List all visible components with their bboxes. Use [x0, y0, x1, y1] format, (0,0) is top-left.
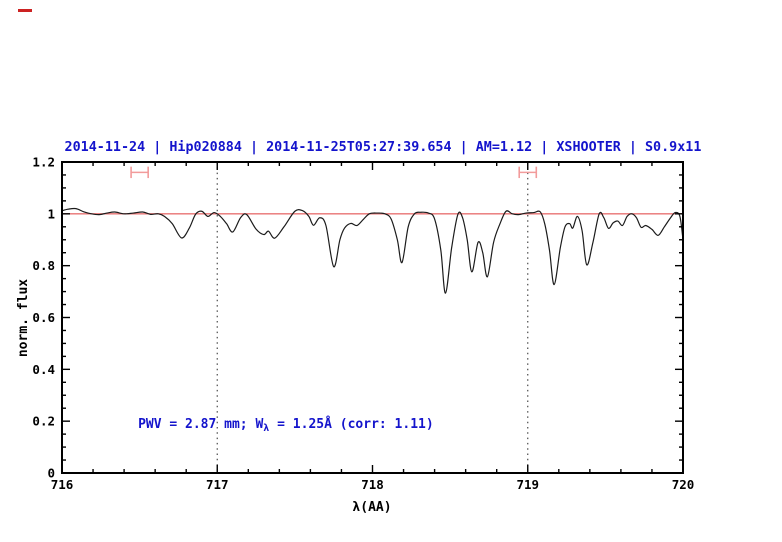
y-tick-label: 0.4 [32, 362, 55, 377]
x-axis-label: λ(AA) [352, 500, 391, 515]
x-tick-label: 716 [51, 477, 74, 492]
spectrum-line [62, 207, 683, 294]
x-tick-label: 717 [206, 477, 229, 492]
y-tick-label: 0 [47, 466, 55, 481]
plot-content: 716 717 718 719 720 0 0.2 0.4 0.6 0.8 1 1.2 PWV = 2.… [32, 155, 694, 493]
x-tick-label: 719 [516, 477, 539, 492]
corner-mark [18, 9, 32, 12]
pwv-annotation: PWV = 2.87 mm; Wλ = 1.25Å (corr: 1.11) [138, 416, 434, 434]
y-tick-label: 1.2 [32, 155, 55, 170]
plot-title: 2014-11-24 | Hip020884 | 2014-11-25T05:2… [65, 139, 702, 155]
y-tick-label: 0.8 [32, 258, 55, 273]
y-tick-label: 0.6 [32, 310, 55, 325]
y-tick-label: 0.2 [32, 414, 55, 429]
y-axis-label: norm. flux [16, 279, 31, 357]
x-tick-label: 720 [672, 477, 695, 492]
y-tick-label: 1 [47, 206, 55, 221]
x-tick-label: 718 [361, 477, 384, 492]
